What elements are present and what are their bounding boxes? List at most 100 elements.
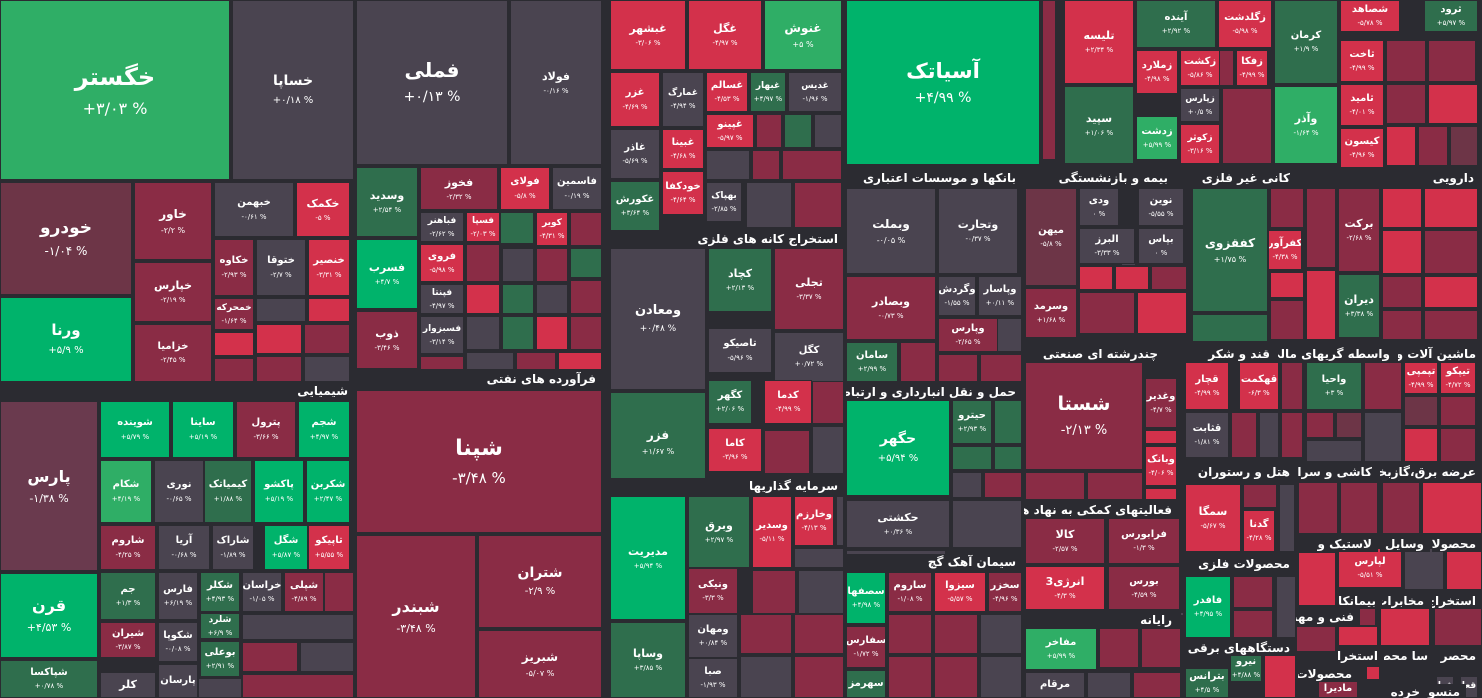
stock-tile[interactable] <box>994 446 1022 470</box>
stock-tile[interactable]: خودرو -۱/۰۴ % <box>0 182 132 295</box>
stock-tile[interactable] <box>1233 610 1273 638</box>
stock-tile[interactable] <box>934 614 978 654</box>
stock-tile[interactable] <box>1233 576 1273 608</box>
stock-tile[interactable] <box>952 500 1022 548</box>
stock-tile[interactable] <box>900 342 936 382</box>
stock-tile[interactable] <box>558 352 602 370</box>
stock-tile[interactable] <box>536 248 568 282</box>
stock-tile[interactable]: وبرق +۲/۹۷ % <box>688 496 750 568</box>
stock-tile[interactable]: شاروم -۴/۲۵ % <box>100 525 156 570</box>
stock-tile[interactable]: شپاکسا +۰/۷۸ % <box>0 660 98 698</box>
stock-tile[interactable]: وخارزم -۴/۱۳ % <box>794 496 834 546</box>
stock-tile[interactable]: وسدیر -۵/۱۱ % <box>752 496 792 568</box>
stock-tile[interactable]: ماديرا <box>1318 680 1358 698</box>
stock-tile[interactable] <box>984 472 1022 498</box>
stock-tile[interactable]: فولای -۵/۸ % <box>500 167 550 210</box>
stock-tile[interactable] <box>1382 230 1422 274</box>
stock-tile[interactable] <box>1137 292 1187 334</box>
stock-tile[interactable] <box>1424 310 1478 340</box>
stock-tile[interactable]: کیمیاتک +۱/۸۸ % <box>204 460 252 523</box>
stock-tile[interactable] <box>1218 50 1234 86</box>
stock-tile[interactable]: حیترو +۲/۹۳ % <box>952 400 992 444</box>
stock-tile[interactable]: وسرمد +۱/۶۸ % <box>1025 288 1077 338</box>
stock-tile[interactable]: صبا -۱/۹۳ % <box>688 658 738 698</box>
stock-tile[interactable]: غکورش +۳/۶۴ % <box>610 181 660 231</box>
stock-tile[interactable]: ثامید -۴/۰۱ % <box>1340 84 1384 126</box>
stock-tile[interactable]: کفرآور -۴/۳۸ % <box>1268 230 1302 270</box>
stock-tile[interactable] <box>1079 266 1113 290</box>
stock-tile[interactable]: ساینا +۵/۱۹ % <box>172 401 234 458</box>
stock-tile[interactable] <box>536 284 568 314</box>
stock-tile[interactable] <box>1364 412 1402 462</box>
stock-tile[interactable] <box>242 614 354 640</box>
stock-tile[interactable] <box>994 400 1022 444</box>
stock-tile[interactable]: حگهر +۵/۹۴ % <box>846 400 950 496</box>
stock-tile[interactable] <box>798 570 844 614</box>
stock-tile[interactable]: پارس -۱/۳۸ % <box>0 401 98 571</box>
stock-tile[interactable] <box>764 430 810 474</box>
stock-tile[interactable]: دیران +۳/۳۸ % <box>1338 274 1380 338</box>
stock-tile[interactable]: بوعلی +۲/۹۱ % <box>200 641 240 677</box>
stock-tile[interactable]: وغدیر -۴/۷ % <box>1145 378 1177 428</box>
stock-tile[interactable] <box>980 614 1022 654</box>
stock-tile[interactable]: وپارس -۲/۶۵ % <box>938 318 998 352</box>
stock-tile[interactable] <box>1428 40 1476 82</box>
stock-tile[interactable]: مدیریت +۵/۹۴ % <box>610 496 686 620</box>
stock-tile[interactable] <box>740 614 792 654</box>
stock-tile[interactable]: وبانک -۴/۰۶ % <box>1145 446 1177 486</box>
stock-tile[interactable]: شکوپا -۰/۰۸ % <box>158 622 198 662</box>
stock-tile[interactable]: سفارس -۱/۷۲ % <box>846 626 886 668</box>
stock-tile[interactable]: غنوش +۵ % <box>764 0 842 70</box>
stock-tile[interactable]: قرن +۴/۵۳ % <box>0 573 98 658</box>
stock-tile[interactable] <box>934 656 978 698</box>
stock-tile[interactable]: انرژی3 -۴/۳ % <box>1025 566 1105 610</box>
stock-tile[interactable] <box>1042 0 1056 160</box>
stock-tile[interactable] <box>794 614 844 654</box>
stock-tile[interactable]: کویر -۴/۳۱ % <box>536 212 568 246</box>
stock-tile[interactable] <box>752 150 780 180</box>
stock-tile[interactable] <box>1115 266 1149 290</box>
stock-tile[interactable]: خکاوه -۲/۹۳ % <box>214 239 254 296</box>
stock-tile[interactable]: بترانس +۴/۵ % <box>1185 668 1229 698</box>
stock-tile[interactable] <box>570 248 602 278</box>
stock-tile[interactable] <box>1298 552 1336 606</box>
stock-tile[interactable]: شکلر +۴/۹۳ % <box>200 572 240 612</box>
stock-tile[interactable] <box>1087 472 1143 500</box>
stock-tile[interactable] <box>1296 626 1336 652</box>
stock-tile[interactable] <box>242 642 298 672</box>
stock-tile[interactable]: نوین -۵/۵۵ % <box>1138 188 1184 226</box>
stock-tile[interactable]: مفاخر +۵/۹۹ % <box>1025 628 1097 670</box>
stock-tile[interactable]: سمگا -۵/۶۷ % <box>1185 484 1241 552</box>
stock-tile[interactable]: ذوب -۳/۴۶ % <box>356 311 418 369</box>
stock-tile[interactable]: واحیا +۳ % <box>1306 362 1362 410</box>
stock-tile[interactable]: بپاس ۰ % <box>1138 228 1184 264</box>
stock-tile[interactable]: کلر <box>100 672 156 698</box>
stock-tile[interactable] <box>784 114 812 148</box>
stock-tile[interactable] <box>740 656 792 698</box>
stock-tile[interactable]: وبصادر -۰/۷۳ % <box>846 276 936 340</box>
stock-tile[interactable]: گدنا -۴/۲۸ % <box>1243 510 1275 552</box>
stock-tile[interactable] <box>1422 482 1482 534</box>
stock-tile[interactable]: تپمپی -۴/۹۹ % <box>1404 362 1438 394</box>
stock-tile[interactable] <box>812 380 844 424</box>
stock-tile[interactable] <box>516 352 556 370</box>
stock-tile[interactable]: وسدید +۲/۵۴ % <box>356 167 418 237</box>
stock-tile[interactable]: بهپاک -۲/۸۵ % <box>706 182 742 222</box>
stock-tile[interactable] <box>536 316 568 350</box>
stock-tile[interactable]: برکت -۲/۶۸ % <box>1338 188 1380 272</box>
stock-tile[interactable] <box>1270 272 1304 298</box>
stock-tile[interactable] <box>1440 428 1476 462</box>
stock-tile[interactable] <box>308 298 350 322</box>
stock-tile[interactable] <box>938 354 978 382</box>
stock-tile[interactable]: خراسان -۱/۰۵ % <box>242 572 282 612</box>
stock-tile[interactable]: شپلی -۴/۸۹ % <box>284 572 324 612</box>
stock-tile[interactable]: کگل +۰/۷۲ % <box>774 332 844 382</box>
stock-tile[interactable] <box>500 212 534 244</box>
stock-tile[interactable]: شاراک -۱/۸۹ % <box>212 525 254 570</box>
stock-tile[interactable]: شبریز -۵/۰۷ % <box>478 630 602 698</box>
stock-tile[interactable] <box>256 356 302 382</box>
stock-tile[interactable]: سصفها +۴/۹۸ % <box>846 572 886 624</box>
stock-tile[interactable]: ختوقا -۲/۷ % <box>256 239 306 296</box>
stock-tile[interactable]: فزر +۱/۶۷ % <box>610 392 706 492</box>
stock-tile[interactable]: غبهار +۴/۹۷ % <box>750 72 786 112</box>
